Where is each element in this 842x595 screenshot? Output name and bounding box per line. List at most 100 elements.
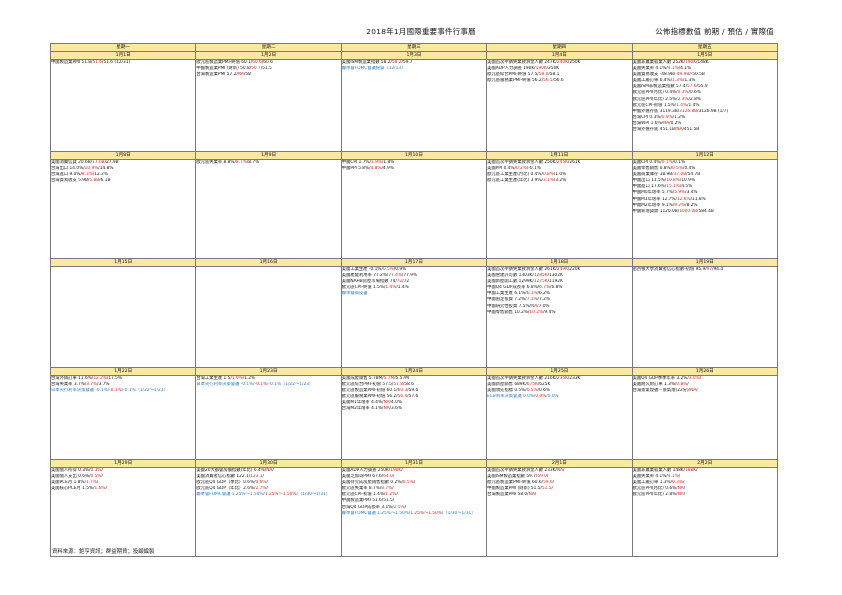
event-text: 美國核心PCE月 1.5%/	[51, 486, 95, 492]
forecast-value: 1285K	[533, 273, 548, 279]
forecast-value: 12.6%	[676, 196, 691, 202]
event-line: 美國營建許可數 1303K/1285K/1302K	[488, 273, 631, 279]
event-text: /	[396, 492, 398, 498]
event-line: 日本央行利率決策會議 -0.1%/-0.1%/-0.1%（1/22～1/23）	[51, 388, 195, 394]
day-cell: 美國首次申請失業救濟金人數 250K/245K/261K 美國PPI 0.4%/0…	[486, 159, 633, 259]
event-text: /	[266, 480, 268, 486]
event-line: 美國領先指標 0.5%/0.5%/0.6%	[487, 388, 631, 394]
forecast-value: 51.5	[541, 486, 552, 492]
day-cell: 台灣外銷訂單 11.6%/12.2%/17.5% 台灣失業率 3.7%/3.7%/…	[49, 375, 197, 460]
forecast-value: 0.3%	[90, 468, 102, 474]
central-bank-event: /（1/30～1/31）	[441, 510, 476, 516]
event-line: 中國M0年增率 5.7%/5.9%/3.4%	[633, 190, 776, 196]
event-line: 歐元區Q4 GDP（年比）2.6%/2.7%/	[196, 486, 340, 492]
forecast-value: 59.6	[543, 480, 553, 486]
date-label: 1月31日	[340, 459, 488, 468]
forecast-value: 3.0%	[688, 376, 700, 382]
date-label: 1月25日	[486, 367, 633, 376]
event-text: /59.6	[407, 388, 419, 394]
forecast-value: NA	[383, 400, 390, 406]
event-text: 台灣工業生產 1.5/	[196, 376, 232, 382]
source-footnote: 資料來源：鉅亨資訊；群益期貨；投顧編製	[52, 549, 155, 555]
event-line: 中國研究性投資 7.5%/NA/7.0%	[488, 304, 631, 310]
event-line: 美國新屋開工數 1299K/1275K/1192K	[488, 279, 631, 285]
event-line: 美國工廠訂單 0.4%/1.3%/1.3%	[633, 78, 776, 84]
event-line: 美國非農業就業人數 252K/190K/148K	[633, 61, 776, 67]
date-row: 1月15日 1月16日 1月17日 1月18日 1月19日	[49, 258, 779, 267]
event-text: 美國貿易收支 -48.9B/	[632, 72, 676, 78]
forecast-value: 8.7%	[381, 486, 393, 492]
event-text: 中國新增貸款 1120.0B/	[632, 208, 680, 214]
event-text: /1.3%	[683, 78, 696, 84]
event-text: /55.9	[696, 84, 708, 90]
event-text: /625K	[537, 382, 551, 388]
event-line: 歐元區工業生產(年比) 3.9%/3.1%/3.2%	[488, 178, 631, 184]
forecast-value: 0.5%	[90, 474, 102, 480]
date-label: 1月10日	[340, 151, 488, 160]
date-row: 1月8日 1月9日 1月10日 1月11日 1月12日	[49, 151, 779, 160]
forecast-value: 6.1%	[526, 291, 538, 297]
date-label: 1月3日	[340, 51, 488, 60]
event-text: /59.7	[401, 60, 413, 66]
event-text: 台灣貿易收支 5.9B/	[51, 178, 90, 184]
event-text: /77.9%	[401, 273, 418, 279]
forecast-value: NA	[556, 468, 564, 474]
forecast-value: 1275K	[533, 279, 548, 285]
event-text: /11.8%	[690, 196, 706, 202]
event-text: /1302K	[547, 273, 563, 279]
event-text: 歐元區Q4 GDP（年比）2.6%/	[196, 486, 256, 492]
forecast-value: 10.8%	[666, 178, 680, 184]
forecast-value: NA	[383, 406, 390, 412]
event-line: 中國製造業PMI 51.8/51.6/51.6 (12/31)	[52, 61, 195, 67]
event-line: 聯準會FOMC會議 1.25%～1.50%/1.25%～1.50%/（1/30～…	[197, 492, 340, 498]
forecast-value: 0.3%	[677, 90, 689, 96]
date-label: 1月9日	[195, 151, 342, 160]
event-line: 美國核心PCE月 1.5%/1.6%/	[51, 486, 195, 492]
forecast-value: 58.2	[391, 60, 402, 66]
event-text: /6.2%	[537, 291, 550, 297]
event-line: 中國零售銷售 10.2%/10.2%/9.4%	[488, 310, 631, 316]
event-text: 台灣景氣燈號－景氣燈(22分)/	[632, 388, 691, 394]
forecast-value: 1.2%	[385, 492, 397, 498]
event-text: 美國Q4 GDP季季年率 3.2%/	[632, 376, 689, 382]
event-line: 美國非農業就業人數 148K/188K/	[633, 469, 776, 475]
event-text: /	[546, 474, 549, 480]
event-text: 美國產能利用率 77.2%/	[341, 273, 389, 279]
event-text: 歐元區PPI(月比) 0.4%/	[632, 90, 678, 96]
event-text: /12.2%	[92, 172, 108, 178]
event-text: /1.4%	[687, 102, 700, 108]
forecast-value: 6.7%	[539, 285, 551, 291]
weekday-monday: 星期一	[49, 43, 197, 52]
date-row: 1月1日 1月2日 1月3日 1月4日 1月5日	[49, 51, 779, 60]
event-text: 台灣失業率 3.7%/	[51, 382, 87, 388]
day-cell: 美國工業生產 -0.1%/0.5%/0.9% 美國產能利用率 77.2%/77.4…	[340, 266, 488, 368]
event-text: /3126.9B (1/7)	[697, 108, 729, 114]
day-cell: 歐元區製造業PMI-終值 60.1/60.6/60.6 中國製造業PMI (財新)…	[195, 59, 342, 152]
forecast-value: 0.5%	[402, 480, 414, 486]
event-text: /	[272, 468, 274, 474]
event-text: 中國M1年增率 12.7%/	[632, 196, 677, 202]
event-line: 美國個人所得 0.3%/0.3%/	[52, 468, 195, 475]
event-text: 美國領先指標 0.5%/	[487, 388, 527, 394]
event-line: 歐元區綜合PMI-初值 57.5/57.8/58.6	[342, 382, 485, 388]
event-text: 美國工廠訂單 1.3%/	[632, 480, 673, 486]
event-text: 中國製造業PMI (財新) 51.5/	[487, 486, 542, 492]
event-text: /0.9%	[393, 267, 407, 273]
event-text: /8.7%	[246, 160, 260, 166]
forecast-value: 0.5%	[526, 388, 538, 394]
forecast-value: 675K	[526, 382, 538, 388]
event-text: /51.5	[260, 66, 272, 72]
event-text: 美國首次申請失業救濟金人數 247K/	[487, 60, 557, 66]
event-line: 美國ISM非製造業指數 57.4/57.6/55.9	[633, 84, 776, 90]
event-text: 歐元區CPI-終值 1.5%/	[341, 285, 386, 291]
event-line: 中國新增貸款 1120.0B/1000.0B/584.4B	[632, 208, 776, 215]
forecast-value: NA	[677, 486, 684, 492]
event-text: /4.1%	[678, 66, 692, 72]
forecast-value: 1000.0B	[679, 208, 698, 214]
event-text: /	[262, 474, 264, 480]
forecast-value: 240K	[556, 60, 568, 66]
event-line: 美國ISM製造業指數 59.7/59.0/	[488, 474, 631, 480]
event-line: 美國失業率 4.1%/4.1%/4.1%	[633, 66, 776, 72]
central-bank-event: 日本央行利率決策會議 -0.1%/	[51, 388, 110, 394]
event-line: 台灣CPI 0.3%/0.9%/1.2%	[633, 115, 776, 121]
